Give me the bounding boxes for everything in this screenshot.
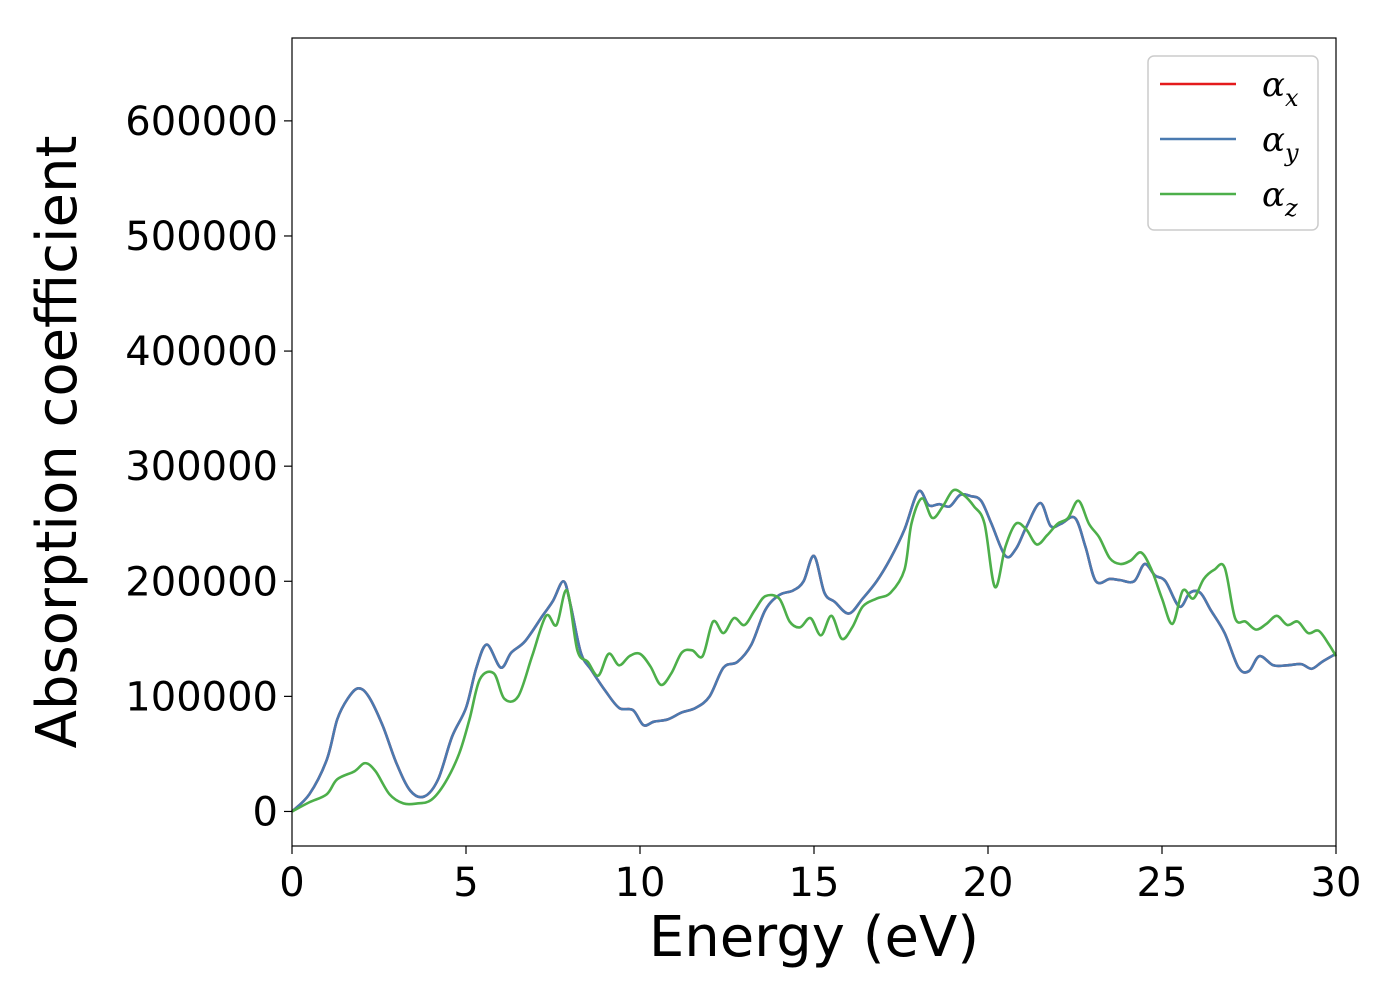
x-tick-label: 20 (963, 860, 1014, 906)
legend: αx αy αz (1147, 55, 1319, 231)
legend-box (1147, 55, 1319, 231)
x-tick-label: 15 (789, 860, 840, 906)
x-tick-label: 10 (615, 860, 666, 906)
y-tick-label: 600000 (125, 99, 278, 145)
x-tick-label: 25 (1137, 860, 1188, 906)
y-tick-label: 0 (253, 789, 278, 835)
y-tick-label: 400000 (125, 329, 278, 375)
x-axis-title: Energy (eV) (649, 905, 979, 970)
y-axis-title: Absorption coefficient (25, 136, 90, 749)
y-tick-label: 200000 (125, 559, 278, 605)
legend-label-z: αz (1262, 175, 1298, 222)
legend-label-x: αx (1262, 65, 1299, 112)
legend-label-y: αy (1262, 120, 1299, 167)
y-tick-label: 500000 (125, 214, 278, 260)
x-tick-label: 30 (1311, 860, 1362, 906)
series-layer (291, 488, 1338, 813)
y-tick-label: 300000 (125, 444, 278, 490)
x-axis: 0 5 10 15 20 25 30 (279, 846, 1361, 906)
y-tick-label: 100000 (125, 674, 278, 720)
y-axis: 0 100000 200000 300000 400000 500000 600000 (125, 99, 292, 835)
x-tick-label: 0 (279, 860, 304, 906)
series-line-z (291, 488, 1338, 813)
series-line-y (291, 489, 1337, 813)
x-tick-label: 5 (453, 860, 478, 906)
